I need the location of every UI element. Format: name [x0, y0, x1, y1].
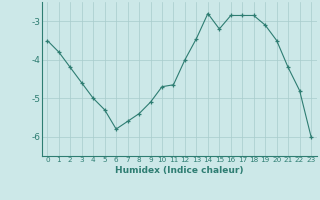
X-axis label: Humidex (Indice chaleur): Humidex (Indice chaleur)	[115, 166, 244, 175]
